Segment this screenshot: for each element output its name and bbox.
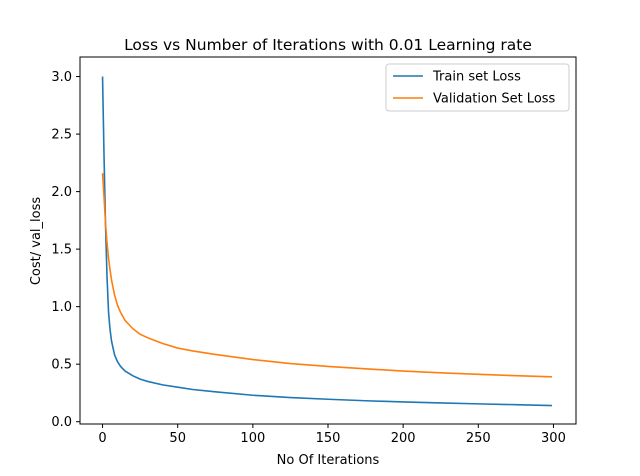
y-axis-label: Cost/ val_loss	[29, 197, 44, 286]
legend-label-validation: Validation Set Loss	[433, 92, 556, 107]
y-tick-label: 2.0	[51, 185, 72, 200]
series-line-train	[101, 76, 552, 407]
x-tick-label: 250	[466, 431, 491, 446]
series-line-validation	[101, 173, 552, 378]
y-tick-label: 2.5	[51, 128, 72, 143]
x-tick-label: 300	[541, 431, 566, 446]
x-tick-label: 150	[316, 431, 341, 446]
y-tick-label: 3.0	[51, 70, 72, 85]
legend: Train set Loss Validation Set Loss	[385, 63, 570, 112]
series-lines	[101, 76, 552, 407]
x-tick-label: 100	[240, 431, 265, 446]
y-axis-ticks: 0.0 0.5 1.0 1.5 2.0 2.5 3.0	[51, 70, 80, 430]
legend-label-train: Train set Loss	[432, 70, 521, 85]
plot-area	[80, 57, 576, 424]
legend-box	[385, 63, 570, 112]
x-tick-label: 50	[169, 431, 186, 446]
chart-title: Loss vs Number of Iterations with 0.01 L…	[124, 36, 532, 54]
x-tick-label: 200	[391, 431, 416, 446]
y-tick-label: 1.0	[51, 300, 72, 315]
y-tick-label: 1.5	[51, 243, 72, 258]
x-tick-label: 0	[98, 431, 106, 446]
y-tick-label: 0.5	[51, 358, 72, 373]
x-axis-ticks: 0 50 100 150 200 250 300	[98, 424, 566, 446]
x-axis-label: No Of Iterations	[277, 453, 380, 468]
y-tick-label: 0.0	[51, 415, 72, 430]
